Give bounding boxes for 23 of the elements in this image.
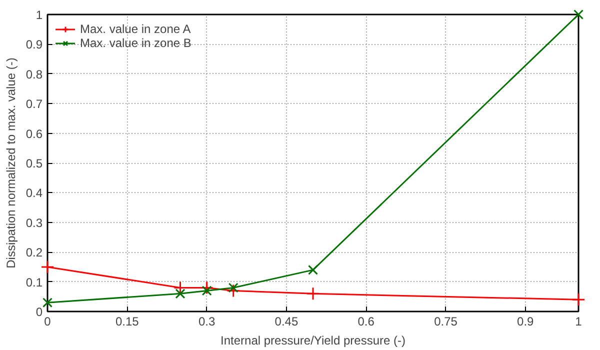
y-axis-title: Dissipation normalized to max. value (-) xyxy=(4,58,18,268)
legend-label: Max. value in zone A xyxy=(80,22,191,36)
y-tick-label: 0.1 xyxy=(26,275,43,290)
x-tick-label: 0.9 xyxy=(517,314,534,328)
x-tick-label: 0.15 xyxy=(115,314,140,328)
x-tick-label: 0.3 xyxy=(198,314,216,328)
x-tick-label: 1 xyxy=(575,314,582,328)
y-tick-label: 1 xyxy=(36,8,43,22)
y-tick-label: 0.2 xyxy=(26,246,43,260)
x-tick-label: 0.75 xyxy=(434,314,458,328)
x-tick-label: 0.6 xyxy=(358,314,375,328)
y-tick-label: 0.9 xyxy=(26,38,43,52)
x-tick-label: 0 xyxy=(44,314,52,328)
y-tick-label: 0 xyxy=(36,305,43,319)
y-tick-label: 0.5 xyxy=(26,156,43,170)
x-tick-label: 0.45 xyxy=(274,314,298,328)
y-tick-label: 0.6 xyxy=(26,126,43,141)
y-tick-label: 0.7 xyxy=(26,97,43,112)
y-tick-label: 0.4 xyxy=(26,186,43,200)
x-axis-title: Internal pressure/Yield pressure (-) xyxy=(220,334,406,348)
y-tick-label: 0.8 xyxy=(26,67,43,82)
legend-label: Max. value in zone B xyxy=(80,36,192,50)
y-tick-label: 0.3 xyxy=(26,216,43,230)
